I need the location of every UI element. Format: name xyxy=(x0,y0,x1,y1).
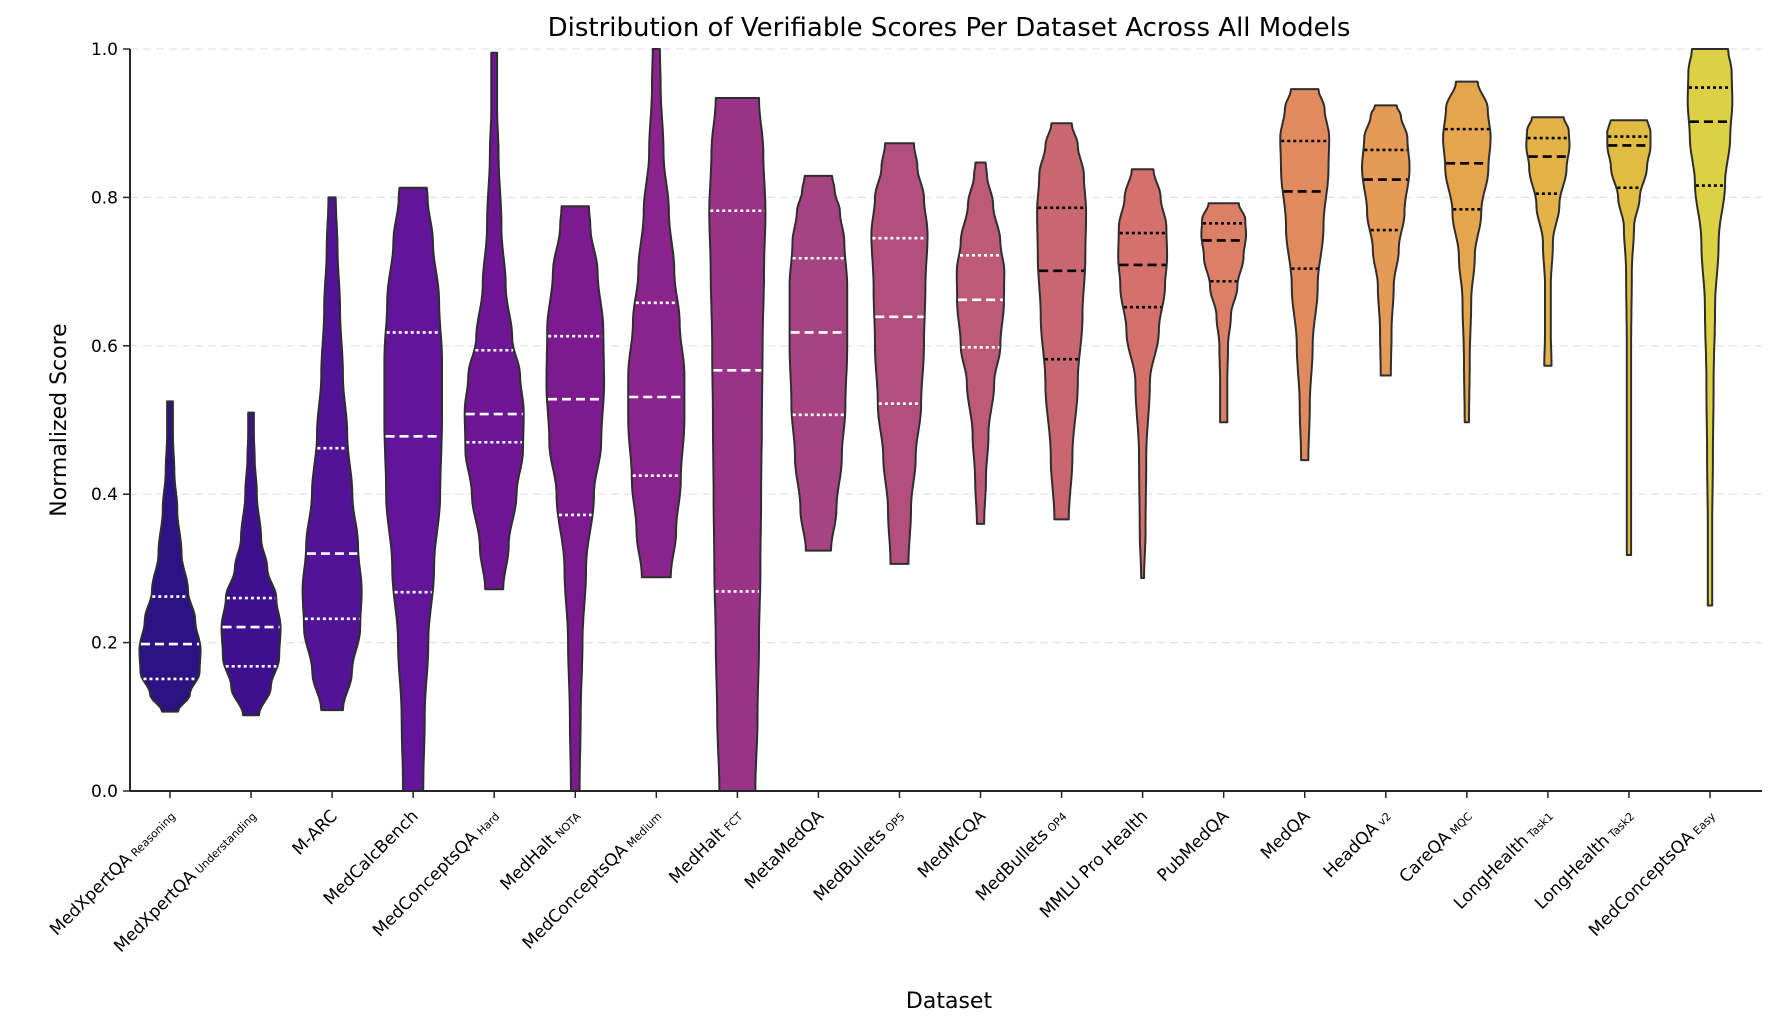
violin-body xyxy=(1606,119,1652,556)
violin-medconceptsqa-hard xyxy=(463,51,525,591)
x-tick-label: MedHaltNOTA xyxy=(497,806,586,895)
violin-body xyxy=(788,174,849,552)
violin-longhealth-task2 xyxy=(1606,119,1652,556)
x-tick-label-sub: Task1 xyxy=(1524,810,1556,842)
violin-body xyxy=(138,400,202,713)
violin-body xyxy=(1036,122,1088,521)
violin-body xyxy=(1686,48,1734,607)
violin-medmcqa xyxy=(955,161,1006,525)
grid-lines xyxy=(130,48,1762,644)
x-tick-label-sub: OP4 xyxy=(1045,810,1070,835)
violin-medconceptsqa-easy xyxy=(1686,48,1734,607)
violin-body xyxy=(708,97,767,792)
x-tick-label-sub: Easy xyxy=(1691,810,1719,838)
y-ticks: 0.0 0.2 0.4 0.6 0.8 1.0 xyxy=(91,40,130,802)
violin-headqa-v2 xyxy=(1361,104,1411,377)
x-tick-label-main: PubMedQA xyxy=(1154,806,1234,886)
y-tick-label: 0.0 xyxy=(91,782,118,802)
x-tick-label-main: MedXpertQA xyxy=(110,866,200,956)
x-tick-label-main: MedQA xyxy=(1257,806,1314,863)
x-tick-label-main: MedBullets xyxy=(972,825,1053,906)
x-tick-label-sub: Hard xyxy=(475,810,503,838)
y-tick-label: 1.0 xyxy=(91,40,118,60)
violin-medbullets-op5 xyxy=(870,142,929,565)
violin-medhalt-fct xyxy=(708,97,767,792)
violin-body xyxy=(627,48,686,579)
violin-longhealth-task1 xyxy=(1525,116,1571,367)
x-tick-label: MedXpertQAUnderstanding xyxy=(110,806,260,956)
x-tick-label: M-ARC xyxy=(289,806,342,859)
x-tick-label-main: MedXpertQA xyxy=(46,849,136,939)
violin-medqa xyxy=(1279,88,1331,462)
x-tick-label-main: M-ARC xyxy=(289,806,342,859)
x-tick-label-sub: MQC xyxy=(1447,810,1475,838)
x-ticks: MedXpertQAReasoningMedXpertQAUnderstandi… xyxy=(46,791,1720,957)
x-tick-label-main: LongHealth xyxy=(1531,831,1614,914)
violin-body xyxy=(870,142,929,565)
x-tick-label: PubMedQA xyxy=(1154,806,1234,886)
x-tick-label-main: LongHealth xyxy=(1450,831,1533,914)
x-tick-label-sub: FCT xyxy=(722,810,746,834)
violin-body xyxy=(1361,104,1411,377)
violin-body xyxy=(301,196,363,712)
x-tick-label-sub: Understanding xyxy=(193,810,260,877)
y-tick-label: 0.2 xyxy=(91,634,118,654)
violin-pubmedqa xyxy=(1200,202,1247,424)
violin-body xyxy=(545,205,606,792)
x-tick-label: MetaMedQA xyxy=(741,806,828,893)
violin-body xyxy=(1279,88,1331,462)
x-tick-label: MedHaltFCT xyxy=(665,806,747,888)
violin-careqa-mqc xyxy=(1442,80,1492,424)
x-tick-label-main: MedHalt xyxy=(665,824,729,888)
x-tick-label-sub: NOTA xyxy=(553,810,584,841)
violin-medcalcbench xyxy=(383,186,443,792)
violins xyxy=(138,48,1734,792)
x-tick-label: CareQAMQC xyxy=(1396,806,1477,887)
violin-m-arc xyxy=(301,196,363,712)
x-tick-label-sub: Reasoning xyxy=(129,810,179,860)
x-tick-label: MedMCQA xyxy=(914,806,990,882)
violin-body xyxy=(1525,116,1571,367)
axes xyxy=(129,49,1762,792)
violin-medconceptsqa-medium xyxy=(627,48,686,579)
y-tick-label: 0.6 xyxy=(91,337,118,357)
y-axis-label: Normalized Score xyxy=(47,323,72,516)
x-tick-label-sub: Medium xyxy=(624,810,664,850)
x-tick-label: MedConceptsQAEasy xyxy=(1585,806,1720,941)
x-tick-label-main: MedMCQA xyxy=(914,806,990,882)
violin-medxpertqa-reasoning xyxy=(138,400,202,713)
violin-body xyxy=(1117,168,1169,579)
chart-title: Distribution of Verifiable Scores Per Da… xyxy=(548,13,1351,43)
x-tick-label-main: MetaMedQA xyxy=(741,806,828,893)
x-tick-label-main: HeadQA xyxy=(1320,819,1384,883)
violin-metamedqa xyxy=(788,174,849,552)
violin-body xyxy=(1442,80,1492,424)
x-tick-label-main: MedHalt xyxy=(497,830,561,894)
x-tick-label-main: CareQA xyxy=(1396,827,1456,887)
violin-body xyxy=(383,186,443,792)
x-tick-label: MedQA xyxy=(1257,806,1314,863)
x-tick-label-sub: v2 xyxy=(1375,810,1394,829)
violin-medbullets-op4 xyxy=(1036,122,1088,521)
violin-mmlu-pro-health xyxy=(1117,168,1169,579)
y-tick-label: 0.8 xyxy=(91,188,118,208)
x-tick-label-sub: Task2 xyxy=(1605,810,1637,842)
violin-body xyxy=(1200,202,1247,424)
violin-medhalt-nota xyxy=(545,205,606,792)
x-tick-label-sub: OP5 xyxy=(883,810,908,835)
x-tick-label: HeadQAv2 xyxy=(1320,806,1396,882)
x-axis-label: Dataset xyxy=(906,989,993,1014)
violin-medxpertqa-understanding xyxy=(220,411,282,717)
violin-body xyxy=(955,161,1006,525)
x-tick-label-main: MedBullets xyxy=(810,825,891,906)
x-tick-label: MedConceptsQAMedium xyxy=(519,806,666,953)
violin-body xyxy=(220,411,282,717)
y-tick-label: 0.4 xyxy=(91,485,118,505)
violin-body xyxy=(463,51,525,591)
